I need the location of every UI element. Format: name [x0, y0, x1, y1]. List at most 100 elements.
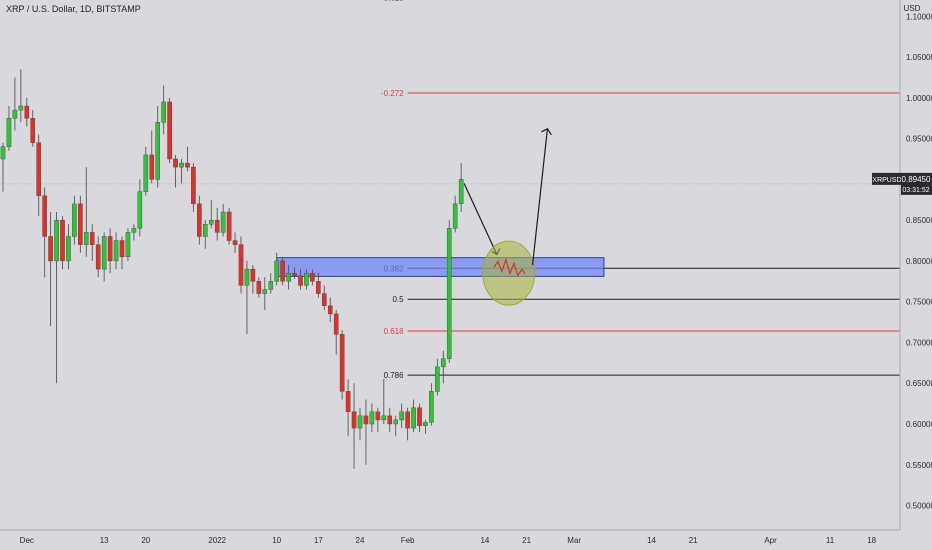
candle [78, 195, 83, 253]
x-tick-label: 14 [480, 536, 489, 545]
x-tick-label: 11 [826, 536, 835, 545]
candle [179, 159, 184, 184]
candle [244, 260, 250, 335]
candle-body [292, 272, 297, 276]
x-tick-label: Mar [567, 536, 581, 545]
candle [280, 256, 285, 286]
candle-body [36, 142, 41, 196]
x-tick-label: 17 [314, 536, 323, 545]
candle-body [339, 334, 345, 392]
x-tick-label: 2022 [208, 536, 226, 545]
candle [12, 77, 18, 131]
candle-body [417, 407, 422, 426]
candle [393, 415, 399, 437]
price-countdown-label: 03:31:52 [902, 187, 929, 194]
candle-body [310, 272, 315, 282]
candle [155, 106, 161, 188]
candle-body [208, 219, 214, 225]
candle [208, 199, 214, 229]
price-value-label: 0.89450 [902, 175, 931, 184]
candle [6, 106, 12, 151]
candle-body [381, 415, 387, 421]
x-tick-label: 20 [141, 536, 150, 545]
candle [345, 379, 351, 437]
candle-body [191, 166, 196, 205]
candle-body [357, 415, 363, 429]
candle-body [458, 179, 464, 205]
currency-label: USD [904, 4, 921, 13]
candle-body [411, 407, 416, 429]
candle [429, 383, 434, 426]
candle [42, 187, 47, 278]
candle [83, 167, 89, 257]
candle-body [131, 228, 137, 233]
candle-body [173, 158, 178, 168]
candle [72, 195, 77, 245]
candle [0, 142, 6, 192]
candle-body [405, 411, 410, 429]
candle-body [452, 203, 458, 229]
candle-body [66, 236, 71, 262]
candle-body [30, 118, 36, 143]
candle [310, 269, 315, 286]
candle-body [214, 219, 220, 233]
candle-body [83, 232, 89, 245]
candle [369, 403, 375, 433]
candle-body [89, 232, 95, 245]
candle [107, 228, 113, 274]
x-tick-label: 24 [356, 536, 365, 545]
x-tick-label: 21 [689, 536, 698, 545]
candle-body [24, 105, 30, 119]
candle-body [304, 272, 309, 286]
candle-body [6, 118, 12, 147]
candle [304, 269, 309, 290]
candle-body [435, 366, 440, 392]
candle [161, 85, 166, 135]
candle [119, 236, 125, 270]
candles [0, 69, 464, 469]
candle-body [78, 203, 83, 245]
candle [339, 330, 345, 400]
x-tick-label: 13 [100, 536, 109, 545]
candle-body [167, 101, 172, 160]
candle [143, 146, 149, 196]
candle-body [345, 391, 351, 412]
x-tick-label: 14 [647, 536, 656, 545]
candle-body [375, 411, 381, 421]
price-symbol-label: XRPUSD [872, 177, 901, 184]
x-tick-label: Feb [401, 536, 415, 545]
candle-body [18, 105, 24, 111]
candle-body [446, 228, 452, 359]
candle [381, 379, 387, 424]
candle-body [441, 358, 446, 368]
candle [446, 220, 452, 363]
candle [113, 232, 119, 270]
candle-body [262, 289, 268, 294]
y-tick-label: 1.10000 [906, 12, 932, 21]
candle-body [268, 281, 274, 290]
up-arrow-line [531, 128, 549, 266]
candle [357, 407, 363, 441]
candle-body [256, 281, 262, 294]
fib-level-label: 0.5 [392, 295, 404, 304]
candle-body [119, 240, 125, 258]
candle [363, 399, 369, 465]
candle-body [333, 313, 339, 335]
candle [24, 97, 30, 127]
candle [435, 358, 440, 396]
candle [250, 265, 256, 294]
candle [214, 207, 220, 241]
candle [131, 224, 137, 241]
x-tick-label: Dec [20, 536, 34, 545]
y-tick-label: 1.05000 [906, 53, 932, 62]
zone-layer [276, 257, 605, 277]
price-axis-panel [900, 0, 932, 550]
candle-body [0, 146, 6, 160]
